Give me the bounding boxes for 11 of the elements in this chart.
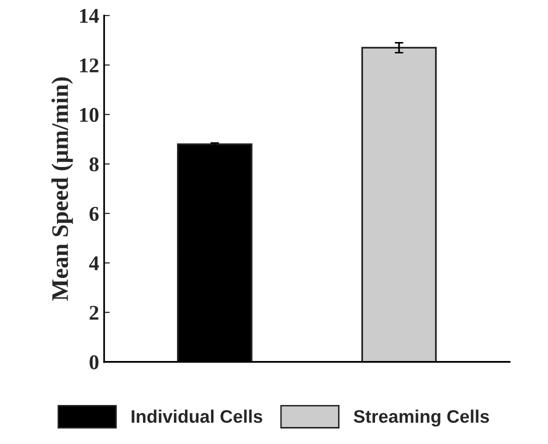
- y-tick-label: 12: [80, 58, 98, 72]
- y-axis-title: Mean Speed (µm/min): [51, 77, 73, 301]
- y-tick-label: 14: [80, 9, 99, 23]
- legend-label: Streaming Cells: [354, 410, 489, 427]
- y-tick-label: 2: [90, 306, 98, 320]
- y-tick-label: 10: [80, 108, 98, 122]
- y-tick-label: 0: [90, 355, 98, 370]
- y-tick-label: 8: [90, 157, 99, 172]
- y-tick-label: 4: [89, 256, 99, 270]
- legend-label: Individual Cells: [132, 410, 262, 423]
- y-tick-label: 6: [90, 206, 99, 221]
